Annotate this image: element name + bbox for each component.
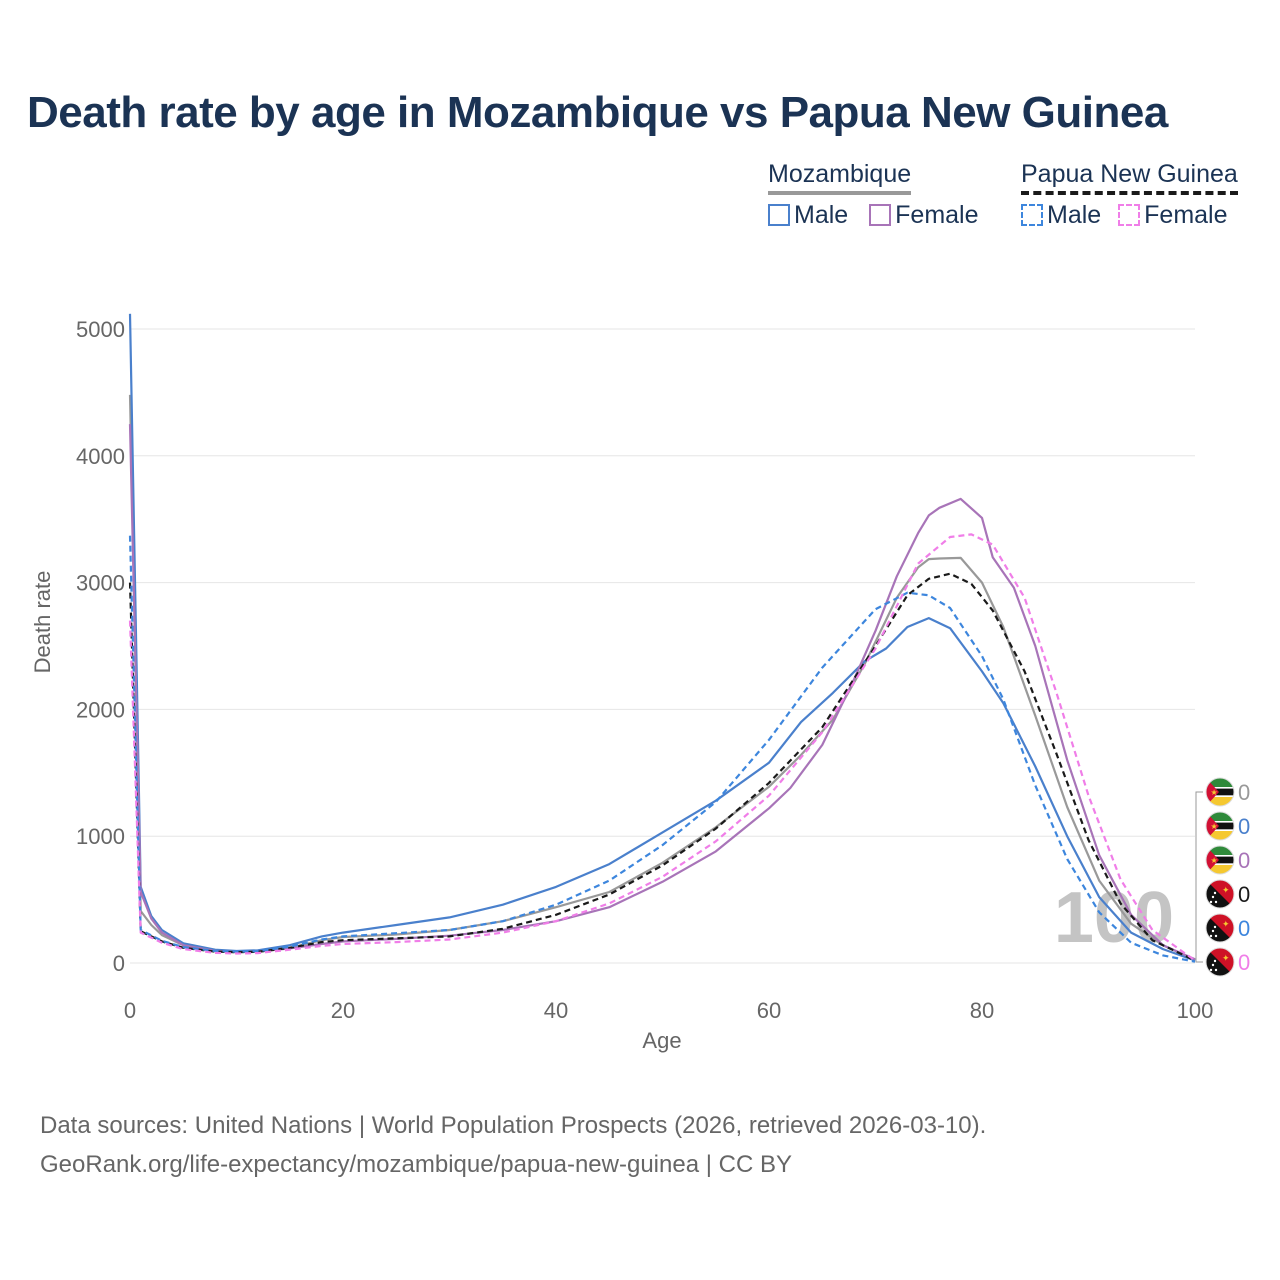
flag-ring — [1205, 845, 1235, 875]
chart-title: Death rate by age in Mozambique vs Papua… — [27, 88, 1168, 137]
x-tick-label: 100 — [1177, 998, 1214, 1023]
source-line-2: GeoRank.org/life-expectancy/mozambique/p… — [40, 1151, 792, 1178]
legend-item-png-male[interactable]: Male — [1021, 201, 1101, 230]
source-note: Data sources: United Nations | World Pop… — [40, 1106, 986, 1184]
series-line-mozambique-total[interactable] — [128, 394, 1196, 961]
legend-swatch — [768, 204, 790, 226]
series-line-papua-new-guinea-female[interactable] — [128, 533, 1196, 962]
legend-item-mozambique-female[interactable]: Female — [869, 201, 979, 230]
flag-ring — [1205, 879, 1235, 909]
mozambique-flag-icon — [1206, 778, 1234, 806]
legend-item-mozambique-male[interactable]: Male — [768, 201, 848, 230]
end-value-label: 0 — [1238, 814, 1250, 839]
series-line-papua-new-guinea-male[interactable] — [128, 535, 1196, 963]
flag-ring — [1205, 811, 1235, 841]
y-tick-label: 3000 — [76, 571, 125, 596]
end-value-label: 0 — [1238, 882, 1250, 907]
end-label-bracket — [1195, 791, 1203, 963]
y-tick-label: 2000 — [76, 697, 125, 722]
papua-new-guinea-flag-icon — [1206, 880, 1234, 908]
legend-group-title: Papua New Guinea — [1021, 160, 1238, 195]
x-tick-label: 20 — [331, 998, 355, 1023]
legend-label: Male — [794, 201, 849, 229]
y-tick-label: 4000 — [76, 444, 125, 469]
series-line-mozambique-female[interactable] — [128, 424, 1196, 961]
legend-label: Male — [1047, 201, 1102, 229]
y-tick-label: 5000 — [76, 317, 125, 342]
papua-new-guinea-flag-icon — [1206, 948, 1234, 976]
flag-ring — [1205, 913, 1235, 943]
mozambique-flag-icon — [1206, 846, 1234, 874]
mozambique-flag-icon — [1206, 812, 1234, 840]
end-value-label: 0 — [1238, 950, 1250, 975]
x-tick-label: 60 — [757, 998, 781, 1023]
series-line-papua-new-guinea-total[interactable] — [128, 572, 1196, 962]
flag-ring — [1205, 777, 1235, 807]
x-tick-label: 80 — [970, 998, 994, 1023]
y-tick-label: 1000 — [76, 824, 125, 849]
legend-item-png-female[interactable]: Female — [1118, 201, 1228, 230]
x-tick-label: 40 — [544, 998, 568, 1023]
x-tick-label: 0 — [124, 998, 136, 1023]
legend-label: Female — [895, 201, 979, 229]
source-line-1: Data sources: United Nations | World Pop… — [40, 1112, 987, 1139]
y-axis-title: Death rate — [30, 571, 55, 674]
series-line-mozambique-male[interactable] — [128, 313, 1196, 962]
end-value-label: 0 — [1238, 916, 1250, 941]
legend-mozambique[interactable]: Mozambique Male Female — [768, 160, 993, 230]
legend-label: Female — [1144, 201, 1228, 229]
flag-ring — [1205, 947, 1235, 977]
legend-group-title: Mozambique — [768, 160, 912, 195]
legend-papua-new-guinea[interactable]: Papua New Guinea Male Female — [1021, 160, 1238, 230]
end-value-label: 0 — [1238, 780, 1250, 805]
legend-swatch — [1118, 204, 1141, 226]
papua-new-guinea-flag-icon — [1206, 914, 1234, 942]
legend-swatch — [1021, 204, 1043, 226]
end-value-label: 0 — [1238, 848, 1250, 873]
legend-swatch — [869, 204, 892, 226]
x-axis-title: Age — [642, 1028, 681, 1053]
year-watermark: 100 — [1054, 878, 1174, 958]
y-tick-label: 0 — [113, 951, 125, 976]
